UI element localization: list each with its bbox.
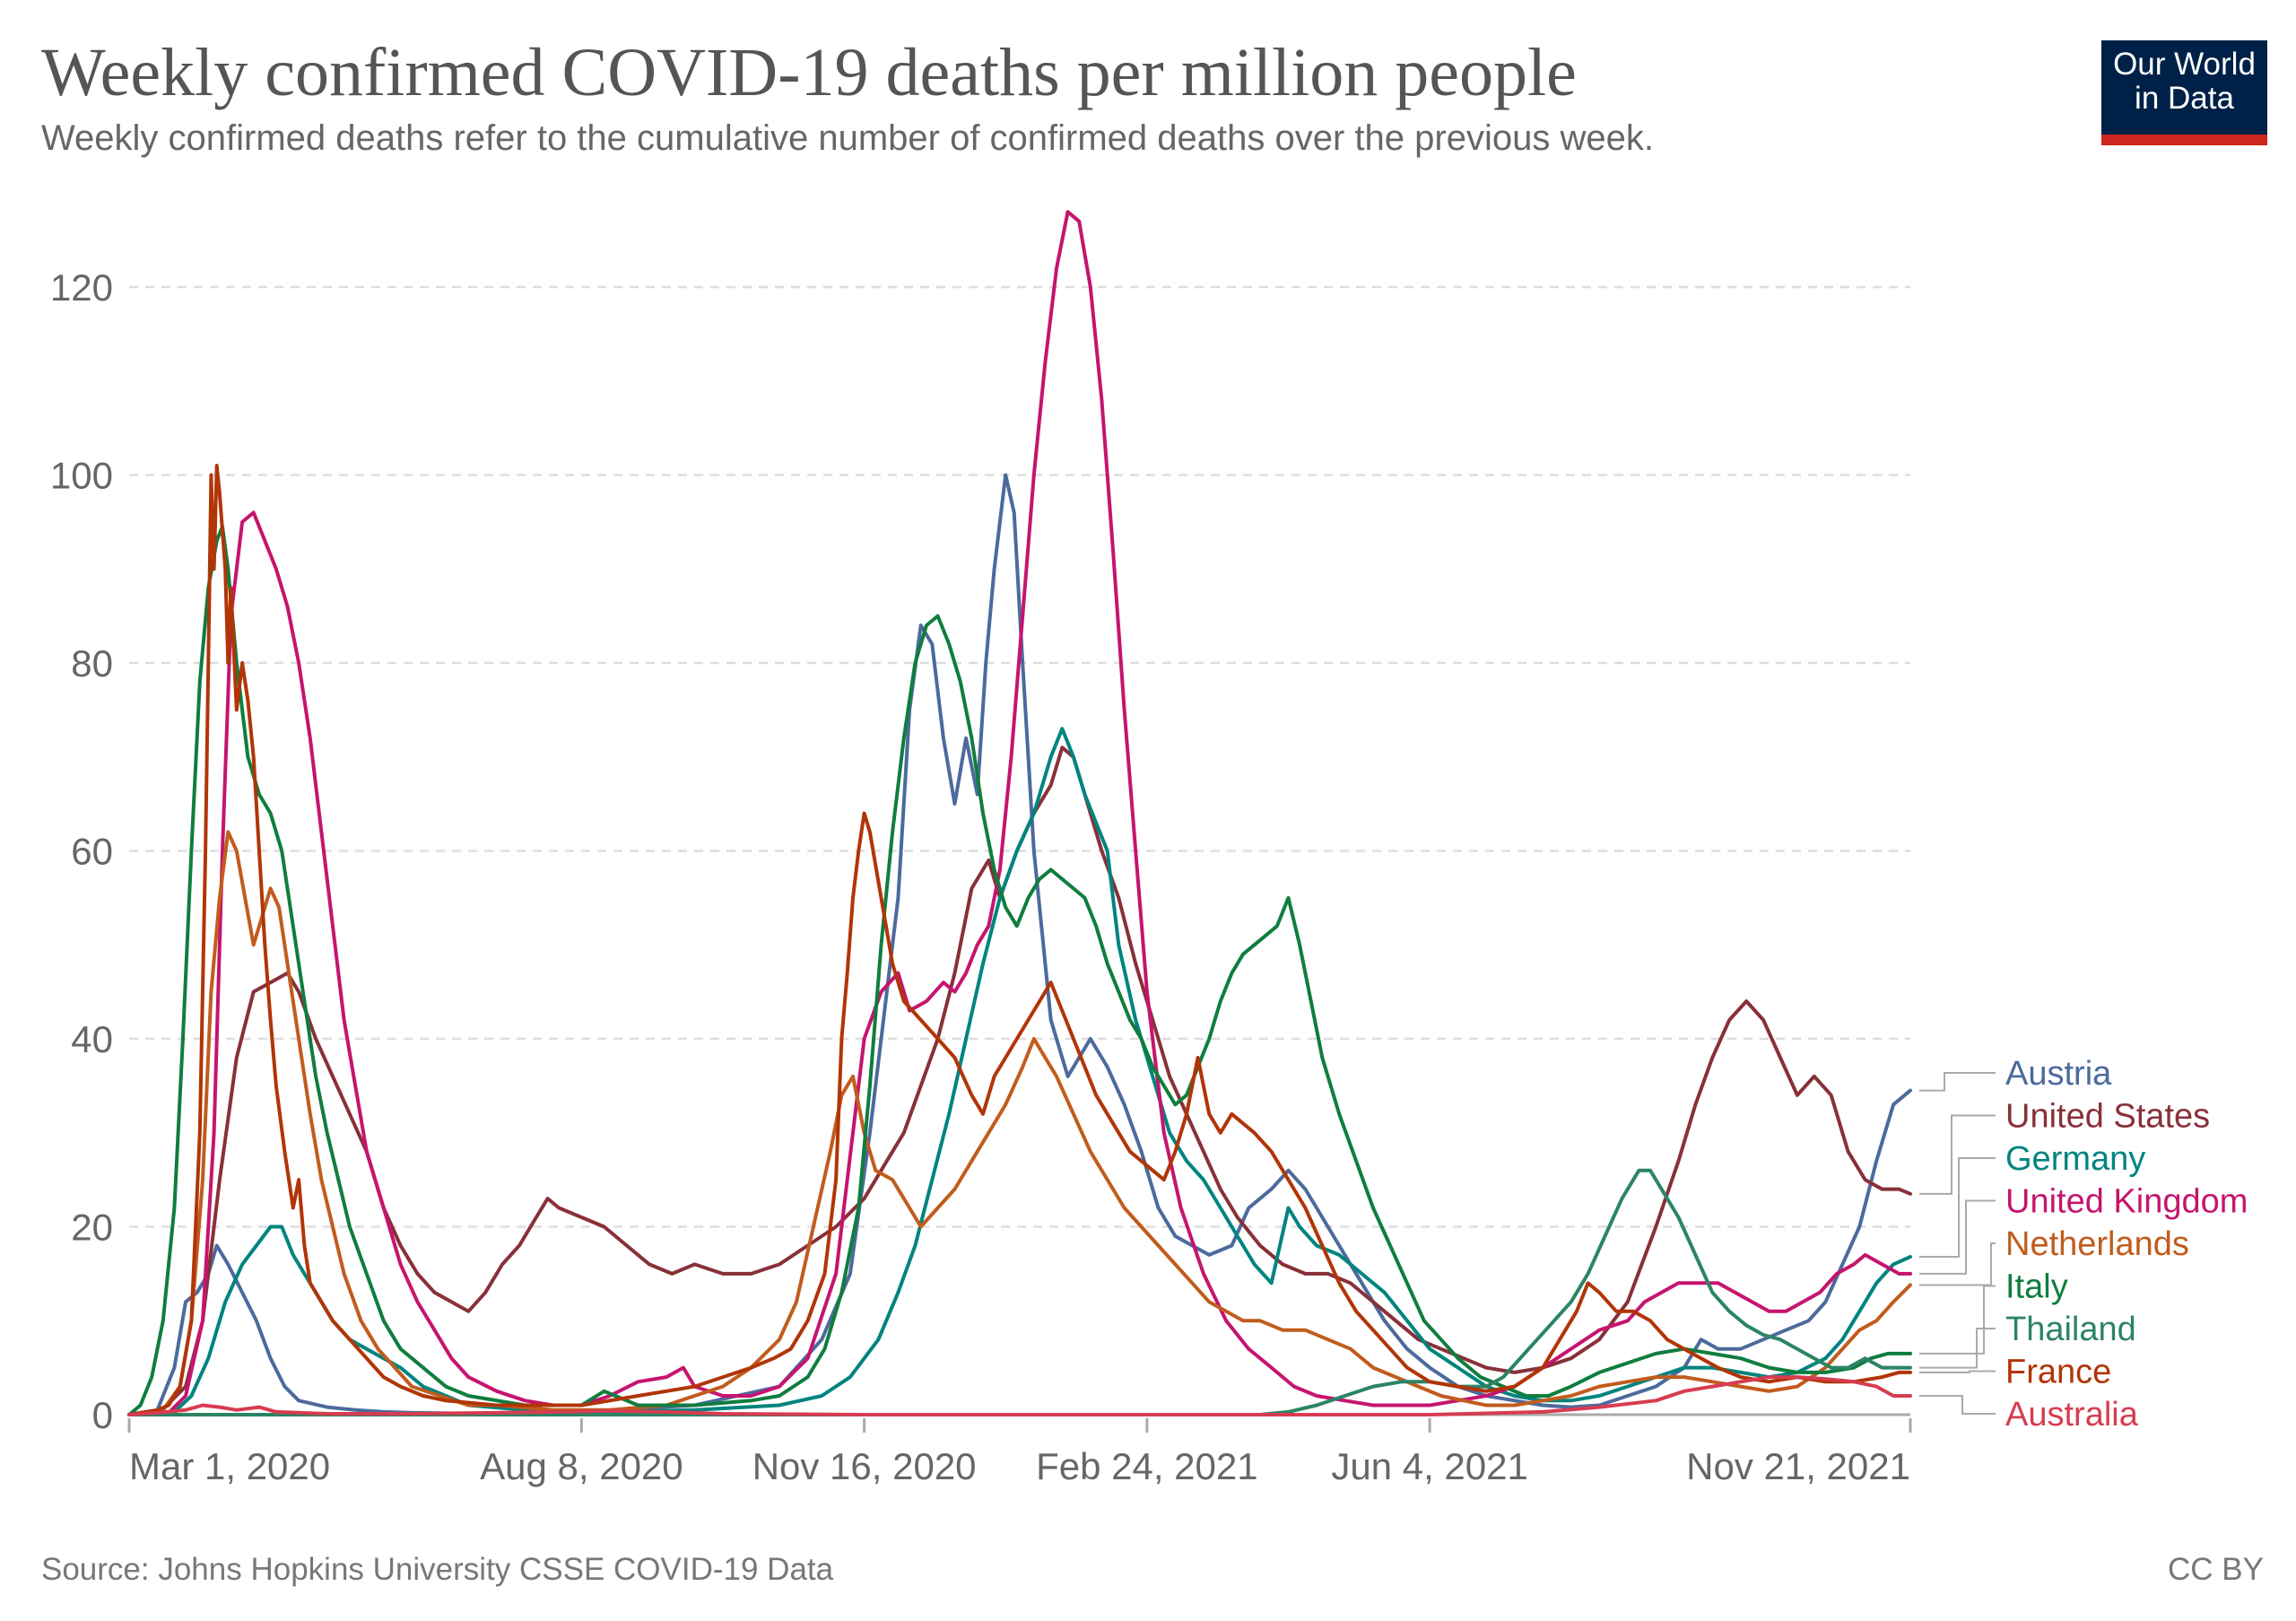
legend-connector <box>1919 1370 1996 1373</box>
legend-connector <box>1919 1157 1996 1259</box>
legend-connector <box>1919 1199 1996 1275</box>
y-tick-label: 120 <box>50 266 113 309</box>
owid-logo[interactable]: Our World in Data <box>2101 40 2267 145</box>
legend-connector <box>1919 1114 1996 1195</box>
series-lines <box>127 210 1912 1416</box>
series-line-netherlands <box>127 830 1912 1416</box>
series-line-australia <box>127 1375 1912 1416</box>
legend-label-austria: Austria <box>2005 1055 2112 1093</box>
y-tick-label: 60 <box>71 831 113 873</box>
series-line-france <box>127 464 1912 1416</box>
x-tick-label: Feb 24, 2021 <box>1036 1445 1258 1487</box>
series-line-austria <box>127 473 1912 1416</box>
legend-connector <box>1919 1072 1996 1092</box>
x-tick-label: Nov 21, 2021 <box>1686 1445 1910 1487</box>
logo-line-1: Our World <box>2113 47 2256 82</box>
x-tick-label: Nov 16, 2020 <box>752 1445 977 1487</box>
y-tick-label: 0 <box>92 1394 113 1436</box>
series-line-italy <box>127 525 1912 1416</box>
y-tick-label: 100 <box>50 455 113 497</box>
legend-connector <box>1919 1242 1996 1286</box>
legend-label-australia: Australia <box>2005 1396 2139 1434</box>
legend-label-united-kingdom: United Kingdom <box>2005 1183 2248 1221</box>
chart-title: Weekly confirmed COVID-19 deaths per mil… <box>41 35 1577 110</box>
legend-label-netherlands: Netherlands <box>2005 1225 2189 1263</box>
y-axis-ticks: 0 20 40 60 80 100 120 <box>50 266 113 1436</box>
legend-connector <box>1919 1395 1996 1415</box>
legend-label-thailand: Thailand <box>2005 1311 2136 1348</box>
legend-label-germany: Germany <box>2005 1140 2145 1178</box>
source-note[interactable]: Source: Johns Hopkins University CSSE CO… <box>41 1552 834 1587</box>
y-tick-label: 80 <box>71 642 113 684</box>
logo-line-2: in Data <box>2135 81 2234 116</box>
legend-label-italy: Italy <box>2005 1268 2068 1306</box>
legend-connector <box>1919 1328 1996 1369</box>
y-tick-label: 40 <box>71 1018 113 1060</box>
x-axis: Mar 1, 2020 Aug 8, 2020 Nov 16, 2020 Feb 24… <box>127 1413 1912 1487</box>
legend: Austria United States Germany United Kingdo… <box>1919 1055 2248 1434</box>
chart-subtitle: Weekly confirmed deaths refer to the cum… <box>41 118 1654 158</box>
legend-label-united-states: United States <box>2005 1098 2210 1136</box>
gridlines <box>129 285 1910 1228</box>
legend-connector <box>1919 1285 1996 1355</box>
legend-label-france: France <box>2005 1354 2111 1391</box>
x-tick-label: Jun 4, 2021 <box>1331 1445 1528 1487</box>
y-tick-label: 20 <box>71 1207 113 1249</box>
logo-accent-bar <box>2101 135 2267 145</box>
license-note[interactable]: CC BY <box>2168 1552 2264 1587</box>
x-tick-label: Mar 1, 2020 <box>129 1445 330 1487</box>
x-tick-label: Aug 8, 2020 <box>480 1445 683 1487</box>
